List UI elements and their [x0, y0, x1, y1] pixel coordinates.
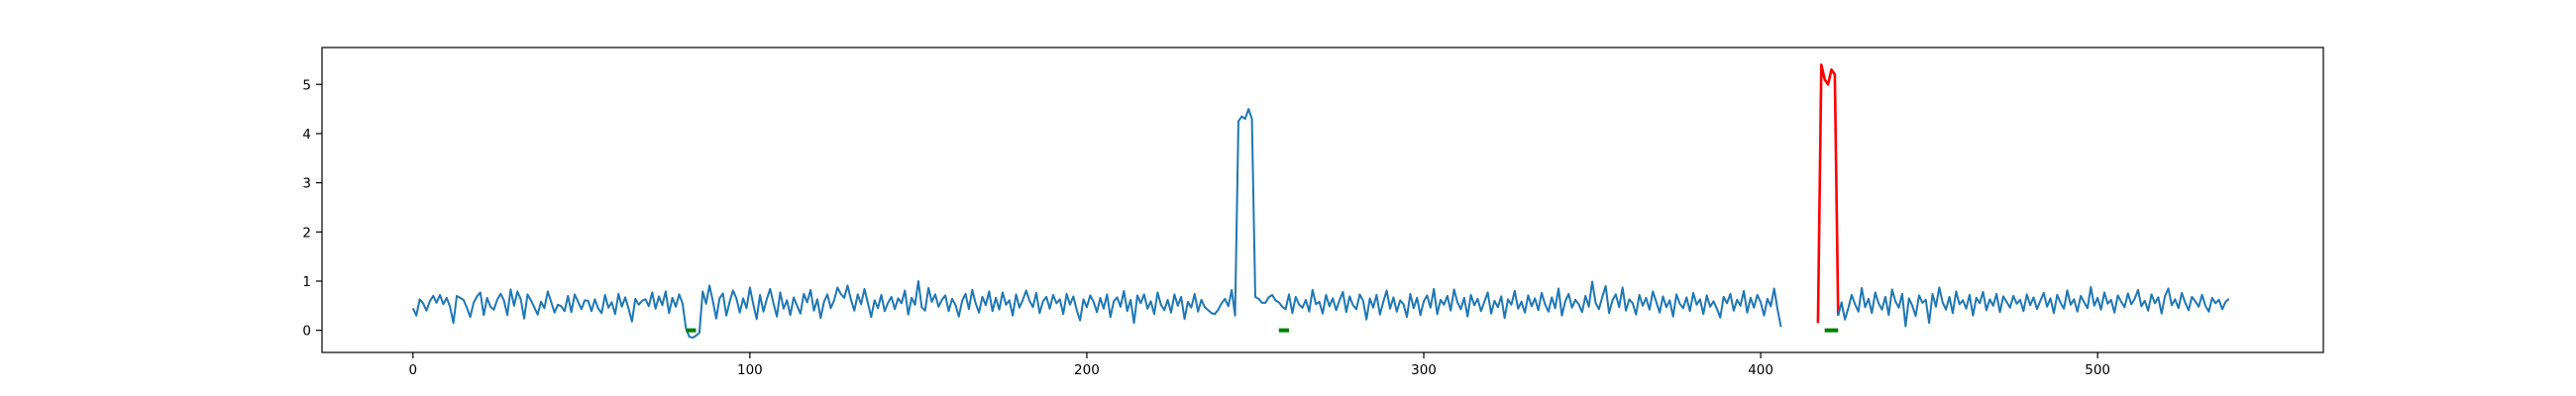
y-tick-label: 1 [302, 274, 311, 290]
series-line-2 [1816, 63, 1840, 324]
x-tick-label: 200 [1074, 362, 1100, 378]
y-tick-label: 0 [302, 324, 311, 340]
x-tick-label: 0 [409, 362, 418, 378]
y-tick-label: 2 [302, 225, 311, 241]
y-tick-label: 4 [302, 127, 311, 143]
y-tick-label: 5 [302, 77, 311, 93]
x-tick-label: 500 [2085, 362, 2110, 378]
y-axis: 0 1 2 3 4 5 [302, 77, 322, 340]
series-line-3 [1837, 285, 2230, 328]
x-axis: 0 100 200 300 400 500 [409, 352, 2110, 378]
x-tick-label: 300 [1411, 362, 1437, 378]
series-layer [411, 63, 2230, 340]
x-tick-label: 400 [1748, 362, 1773, 378]
x-tick-label: 100 [737, 362, 763, 378]
y-tick-label: 3 [302, 176, 311, 192]
axes-frame [321, 47, 2324, 353]
series-line-1 [411, 108, 1782, 340]
